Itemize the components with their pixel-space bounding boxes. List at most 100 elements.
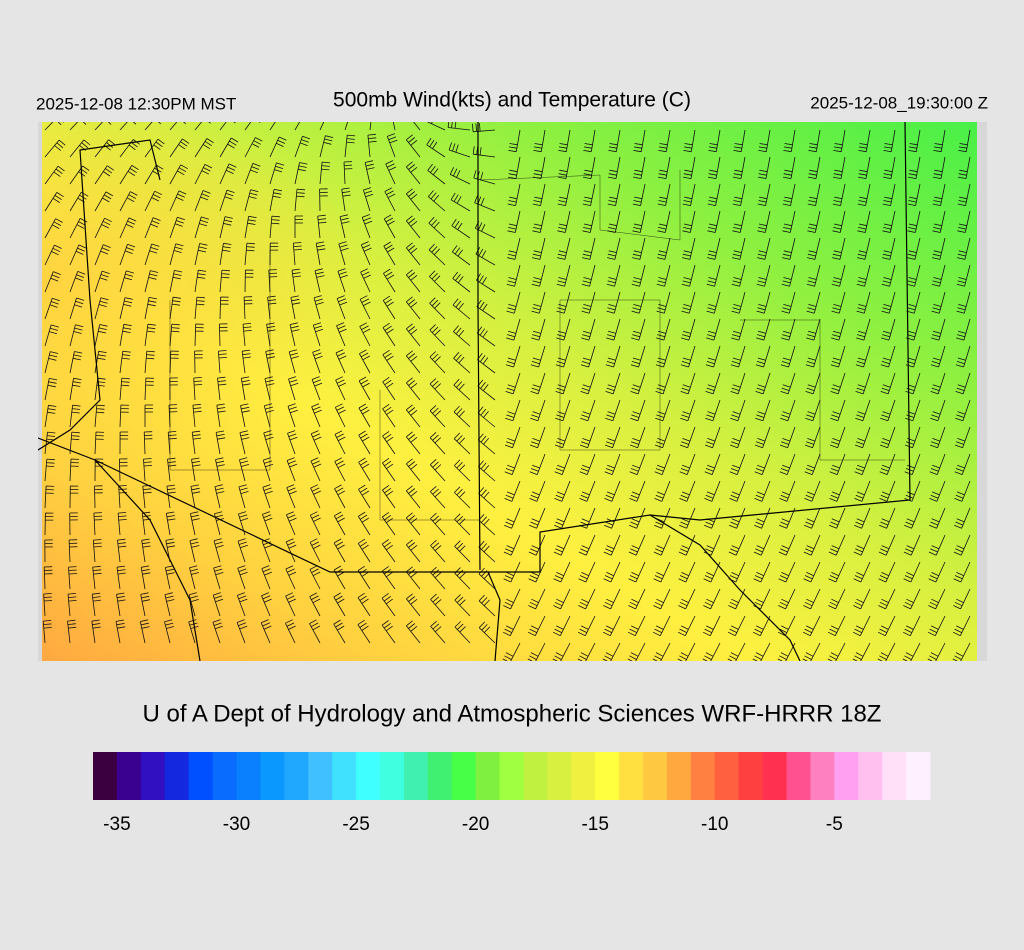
wind-barb	[878, 534, 896, 556]
wind-barb	[681, 318, 696, 341]
wind-barb	[882, 210, 896, 233]
wind-barb	[754, 453, 771, 475]
wind-barb	[243, 296, 253, 320]
wind-barb	[854, 426, 871, 449]
wind-barb	[832, 210, 846, 233]
wind-barb	[44, 485, 55, 509]
wind-barb	[360, 268, 371, 293]
wind-barb	[732, 183, 746, 206]
wind-barb	[359, 295, 371, 320]
wind-barb	[453, 378, 471, 401]
wind-barb	[532, 210, 546, 233]
wind-barb	[558, 156, 571, 179]
wind-barb	[119, 350, 131, 374]
wind-barb	[405, 134, 421, 158]
wind-barb	[382, 457, 396, 482]
wind-barb	[555, 399, 571, 422]
wind-barb	[879, 507, 896, 529]
wind-barb	[429, 351, 446, 374]
wind-barb	[294, 162, 308, 185]
wind-barb	[144, 377, 154, 401]
wind-barb	[382, 349, 396, 374]
wind-barb	[364, 160, 375, 185]
wind-barb	[802, 615, 821, 637]
wind-barb	[729, 480, 746, 502]
wind-barb	[405, 512, 421, 536]
wind-barb	[68, 539, 78, 563]
wind-barb	[429, 297, 446, 320]
wind-barb	[116, 592, 126, 617]
wind-barb	[317, 214, 327, 239]
colorbar-swatch	[93, 752, 118, 800]
wind-barb	[44, 192, 64, 212]
wind-barb	[530, 345, 546, 368]
wind-barb	[932, 237, 946, 260]
wind-barb	[69, 165, 90, 185]
wind-barb	[679, 480, 696, 502]
colorbar-swatch	[619, 752, 644, 800]
wind-barb	[119, 243, 136, 266]
colorbar-swatch	[379, 752, 405, 800]
wind-barb	[430, 486, 446, 509]
wind-barb	[804, 453, 821, 475]
wind-barb	[213, 538, 224, 563]
wind-barb	[194, 243, 208, 266]
wind-barb	[357, 511, 371, 536]
wind-barb	[94, 458, 104, 482]
wind-barb	[505, 345, 521, 368]
wind-barb	[528, 588, 546, 610]
wind-barb	[954, 426, 971, 449]
wind-barb	[506, 291, 521, 314]
wind-barb	[219, 163, 237, 185]
wind-barb	[879, 480, 896, 502]
wind-barb	[758, 129, 771, 153]
wind-barb	[529, 480, 546, 502]
wind-barb	[605, 399, 621, 422]
wind-barb	[756, 291, 771, 314]
county-lines	[169, 170, 905, 521]
wind-barb	[319, 188, 328, 212]
wind-barb	[405, 566, 421, 590]
colorbar-swatch	[738, 752, 764, 800]
wind-barb	[310, 457, 322, 482]
wind-barb	[384, 187, 396, 212]
wind-barb	[552, 642, 571, 661]
wind-barb	[758, 156, 771, 179]
wind-barb	[958, 156, 971, 179]
wind-barb	[554, 507, 571, 529]
wind-barb	[453, 432, 471, 455]
colorbar-tick-label: -25	[342, 814, 369, 835]
wind-barb	[454, 621, 471, 644]
wind-barb	[453, 352, 471, 374]
wind-barb	[956, 291, 971, 314]
wind-barb	[852, 642, 871, 661]
wind-barb	[239, 430, 250, 455]
wind-barb	[169, 190, 187, 212]
wind-barb	[653, 534, 671, 556]
wind-barb	[604, 453, 621, 475]
wind-barb	[309, 619, 321, 644]
wind-barb	[405, 350, 421, 374]
wind-barb	[94, 431, 105, 455]
wind-barb	[214, 484, 225, 509]
wind-barb	[319, 135, 334, 158]
wind-barb	[531, 264, 546, 287]
wind-barb	[260, 619, 272, 644]
wind-barb	[603, 534, 621, 556]
wind-barb	[478, 567, 496, 590]
wind-barb	[629, 453, 646, 475]
wind-barb	[905, 372, 921, 395]
valid-time-local: 2025-12-08 12:30PM MST	[36, 94, 236, 113]
wind-barb	[557, 183, 571, 206]
wind-barb	[828, 561, 846, 583]
wind-barb	[580, 372, 596, 395]
wind-barb	[242, 323, 252, 347]
wind-barb	[285, 619, 296, 644]
wind-barb	[169, 323, 180, 347]
colorbar-tick-label: -20	[462, 814, 489, 835]
wind-barb	[144, 270, 159, 293]
wind-barb	[361, 214, 373, 239]
wind-barb	[929, 426, 946, 449]
wind-barb	[805, 372, 821, 395]
wind-barb	[477, 353, 496, 374]
